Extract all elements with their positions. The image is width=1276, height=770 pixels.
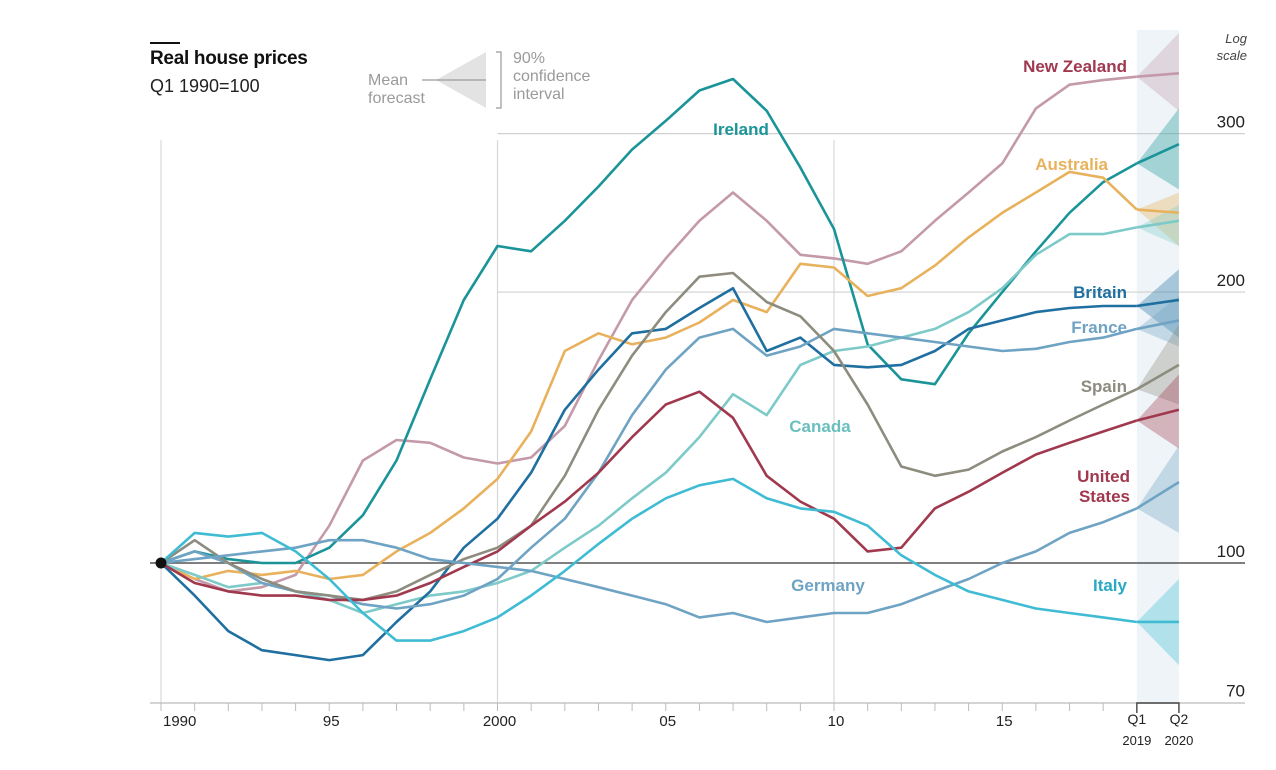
series-label-italy: Italy xyxy=(1093,576,1128,595)
series-line-australia xyxy=(160,170,1138,581)
series-label-canada: Canada xyxy=(789,417,851,436)
title-rule xyxy=(150,42,180,44)
y-tick-label: 100 xyxy=(1217,542,1245,561)
forecast-band-france xyxy=(1136,296,1179,347)
series-label-united-states: States xyxy=(1079,487,1130,506)
forecast-mean-canada xyxy=(1136,219,1180,229)
forecast-band-australia xyxy=(1136,192,1179,247)
y-tick-label: 70 xyxy=(1226,681,1245,700)
forecast-mean-britain xyxy=(1136,298,1180,308)
series-label-france: France xyxy=(1071,318,1127,337)
forecast-band-ireland xyxy=(1136,108,1179,190)
origin-marker xyxy=(155,557,167,569)
x-tick-label: 05 xyxy=(659,713,676,730)
series-label-united-states: United xyxy=(1077,467,1130,486)
legend-mean-line2: forecast xyxy=(368,90,425,107)
y-tick-label: 300 xyxy=(1217,113,1245,132)
chart-subtitle: Q1 1990=100 xyxy=(150,76,260,96)
series-line-united-states xyxy=(160,390,1138,602)
forecast-mean-spain xyxy=(1136,363,1180,391)
series-line-new-zealand xyxy=(160,75,1137,593)
forecast-mean-australia xyxy=(1136,208,1180,215)
forecast-band-canada xyxy=(1136,204,1179,247)
series-label-spain: Spain xyxy=(1081,377,1127,396)
legend-mean-line1: Mean xyxy=(368,72,409,89)
series-line-italy xyxy=(160,477,1137,642)
forecast-band-united-states xyxy=(1136,374,1179,449)
legend-ci-line3: interval xyxy=(513,86,565,103)
series-line-britain xyxy=(160,286,1137,662)
x-tick-label: 1990 xyxy=(163,713,196,730)
forecast-mean-france xyxy=(1136,319,1180,331)
legend-graphic xyxy=(422,51,502,109)
legend-mean-label: Mean forecast xyxy=(368,72,425,108)
series-line-ireland xyxy=(160,77,1138,565)
log-scale-note: Log scale xyxy=(1205,30,1247,64)
y-tick-label: 200 xyxy=(1217,271,1245,290)
series-label-germany: Germany xyxy=(791,576,865,595)
series-label-australia: Australia xyxy=(1035,155,1108,174)
forecast-band-new-zealand xyxy=(1136,33,1179,111)
series-label-new-zealand: New Zealand xyxy=(1023,57,1127,76)
x-tick-label: 15 xyxy=(996,713,1013,730)
legend-ci-label: 90% confidence interval xyxy=(513,50,590,104)
series-label-britain: Britain xyxy=(1073,283,1127,302)
series-line-france xyxy=(160,327,1138,610)
series-label-ireland: Ireland xyxy=(713,120,769,139)
legend-ci-line1: 90% xyxy=(513,50,546,67)
x-tick-label: 10 xyxy=(828,713,845,730)
legend-ci-bracket xyxy=(496,51,502,109)
series-line-spain xyxy=(160,271,1138,602)
forecast-band-germany xyxy=(1136,445,1179,533)
forecast-year-label: 2019 xyxy=(1122,733,1151,748)
chart-title: Real house prices xyxy=(150,48,308,69)
forecast-mean-germany xyxy=(1136,480,1180,510)
x-tick-label: 2000 xyxy=(483,713,516,730)
series-line-germany xyxy=(160,507,1138,624)
forecast-quarter-label: Q2 xyxy=(1170,711,1189,727)
forecast-mean-new-zealand xyxy=(1136,72,1180,78)
forecast-mean-ireland xyxy=(1136,142,1180,165)
x-tick-label: 95 xyxy=(323,713,340,730)
forecast-year-label: 2020 xyxy=(1164,733,1193,748)
scale-note-line1: Log xyxy=(1225,31,1247,46)
forecast-bracket xyxy=(1136,702,1180,713)
forecast-quarter-label: Q1 xyxy=(1128,711,1147,727)
forecast-shading xyxy=(1136,30,1179,703)
legend-ci-line2: confidence xyxy=(513,68,591,85)
forecast-mean-united-states xyxy=(1136,408,1180,422)
scale-note-line2: scale xyxy=(1216,48,1247,63)
